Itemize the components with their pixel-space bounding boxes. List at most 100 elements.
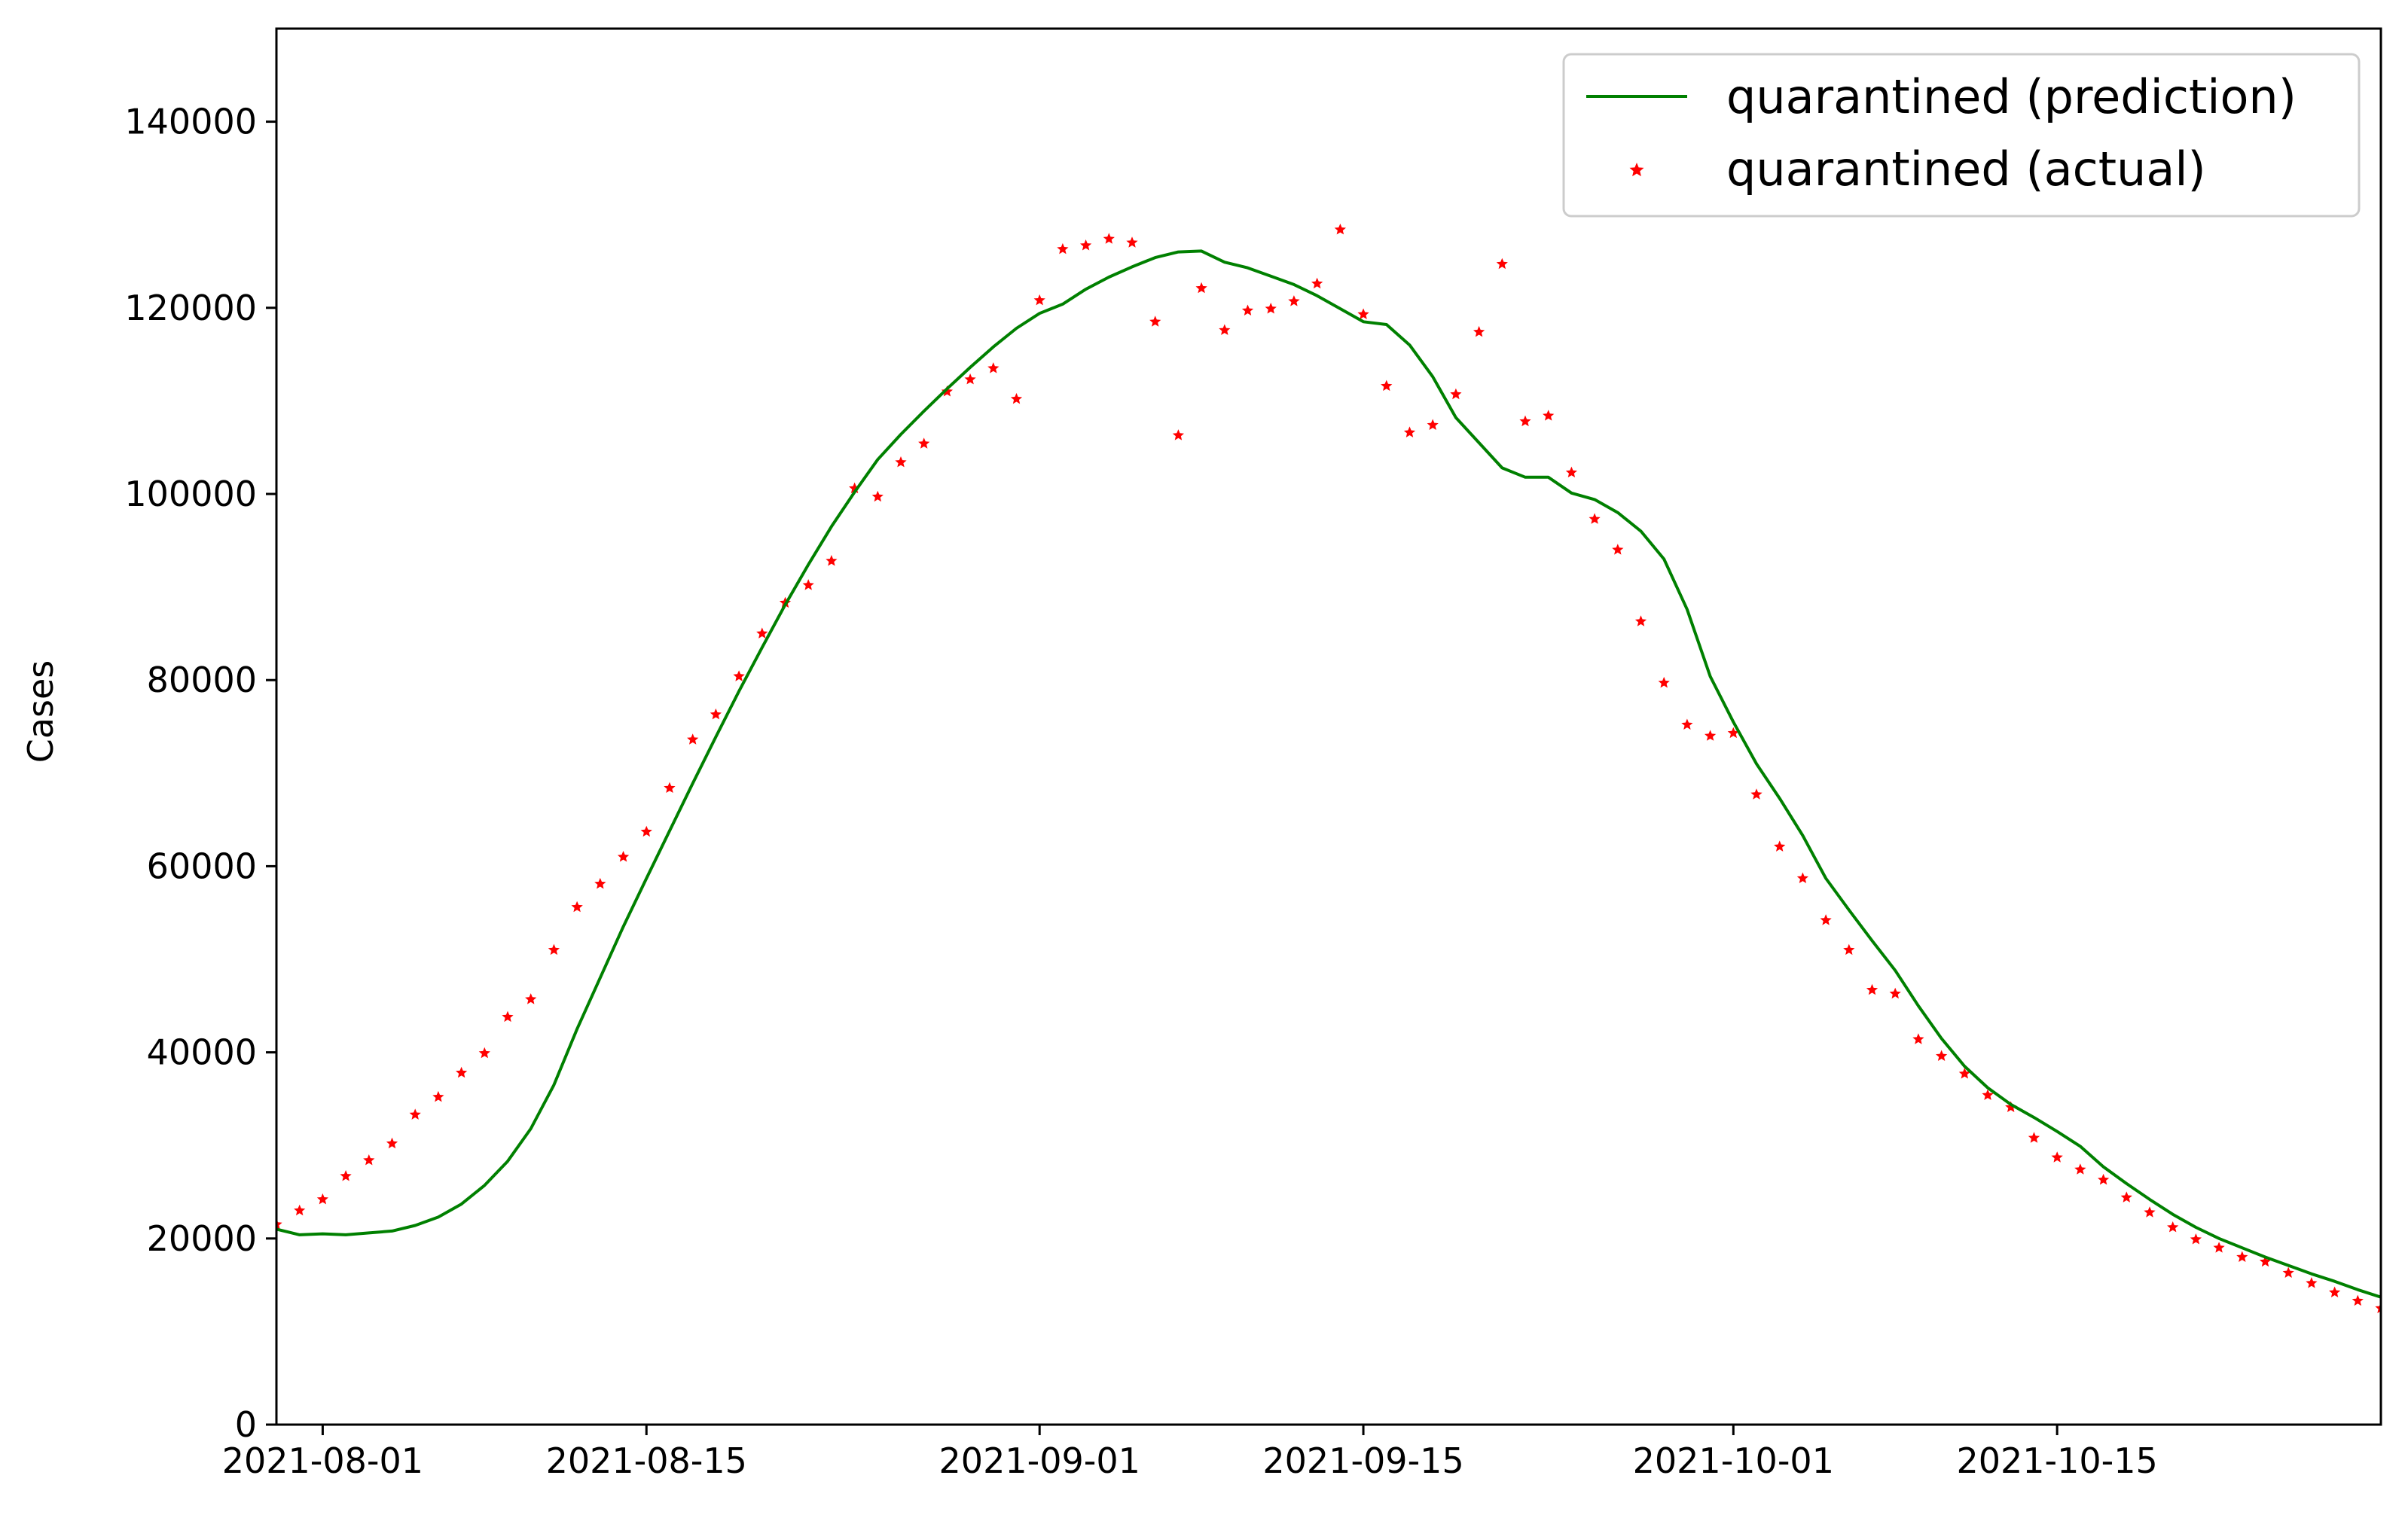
actual-point bbox=[1450, 388, 1462, 400]
actual-point bbox=[502, 1010, 514, 1023]
actual-point bbox=[2259, 1255, 2272, 1267]
actual-point bbox=[1080, 239, 1092, 251]
actual-point bbox=[2167, 1221, 2179, 1233]
actual-point bbox=[1796, 872, 1808, 883]
series-prediction-line bbox=[276, 249, 2381, 1299]
actual-point bbox=[1774, 840, 1786, 852]
actual-point bbox=[2213, 1242, 2225, 1253]
actual-point bbox=[664, 782, 676, 793]
series-actual-markers bbox=[276, 224, 2381, 1313]
actual-point bbox=[756, 627, 768, 639]
actual-point bbox=[2306, 1277, 2318, 1288]
actual-point bbox=[2098, 1173, 2110, 1185]
actual-point bbox=[640, 825, 652, 837]
actual-point bbox=[1427, 419, 1439, 430]
actual-point bbox=[1750, 788, 1763, 800]
actual-point bbox=[478, 1047, 490, 1059]
actual-point bbox=[1334, 224, 1346, 235]
legend-prediction-label: quarantined (prediction) bbox=[1726, 69, 2297, 124]
actual-point bbox=[294, 1204, 306, 1216]
x-tick-label: 2021-08-01 bbox=[222, 1440, 423, 1481]
actual-point bbox=[964, 373, 976, 385]
actual-point bbox=[1381, 379, 1393, 392]
actual-point bbox=[1843, 943, 1855, 956]
actual-point bbox=[571, 901, 583, 913]
actual-point bbox=[1357, 308, 1369, 319]
y-tick-label: 60000 bbox=[147, 846, 257, 886]
y-tick-label: 140000 bbox=[124, 102, 257, 142]
legend-box bbox=[1562, 53, 2361, 218]
actual-point bbox=[1033, 294, 1045, 306]
actual-point bbox=[594, 877, 606, 889]
actual-point bbox=[1658, 676, 1670, 688]
actual-point bbox=[617, 851, 630, 862]
actual-point bbox=[1820, 914, 1832, 925]
x-tick-label: 2021-09-15 bbox=[1262, 1440, 1463, 1481]
actual-point bbox=[1149, 315, 1161, 327]
actual-point bbox=[1958, 1068, 1970, 1079]
actual-point bbox=[1172, 429, 1184, 440]
actual-point bbox=[1727, 727, 1739, 739]
actual-point bbox=[1311, 277, 1323, 289]
actual-point bbox=[548, 943, 560, 956]
actual-point bbox=[456, 1066, 468, 1078]
actual-point bbox=[2375, 1302, 2381, 1313]
y-tick-label: 40000 bbox=[147, 1032, 257, 1073]
y-tick-label: 0 bbox=[235, 1404, 257, 1445]
actual-point bbox=[733, 670, 745, 681]
y-axis-ticks: 0 20000 40000 60000 80000 100000 120000 140000 bbox=[124, 102, 276, 1445]
actual-point bbox=[1103, 233, 1115, 244]
actual-point bbox=[1982, 1089, 1994, 1100]
actual-point bbox=[1936, 1050, 1948, 1061]
actual-point bbox=[1705, 730, 1717, 741]
actual-point bbox=[871, 490, 884, 502]
legend-actual-swatch bbox=[1629, 163, 1644, 177]
actual-point bbox=[1473, 325, 1485, 337]
actual-point bbox=[1634, 615, 1647, 626]
y-axis-label: Cases bbox=[20, 660, 61, 764]
legend: quarantined (prediction) quarantined (ac… bbox=[1562, 53, 2361, 218]
x-tick-label: 2021-09-01 bbox=[939, 1440, 1140, 1481]
legend-actual-label: quarantined (actual) bbox=[1726, 142, 2206, 197]
y-tick-label: 20000 bbox=[147, 1218, 257, 1259]
actual-point bbox=[895, 456, 907, 468]
actual-point bbox=[1612, 544, 1624, 555]
actual-point bbox=[2028, 1132, 2040, 1143]
y-tick-label: 100000 bbox=[124, 474, 257, 514]
actual-point bbox=[1565, 466, 1577, 477]
actual-point bbox=[1681, 718, 1693, 730]
actual-point bbox=[340, 1170, 352, 1181]
actual-point bbox=[987, 362, 1000, 373]
actual-point bbox=[1403, 426, 1416, 437]
actual-point bbox=[2190, 1233, 2202, 1245]
actual-point bbox=[1866, 983, 1878, 995]
actual-point bbox=[1195, 282, 1207, 294]
y-tick-label: 120000 bbox=[124, 288, 257, 328]
actual-point bbox=[1589, 513, 1601, 524]
actual-point bbox=[1889, 987, 1901, 999]
actual-point bbox=[1010, 392, 1023, 404]
actual-point bbox=[1219, 324, 1231, 335]
actual-point bbox=[525, 993, 537, 1004]
actual-point bbox=[1519, 415, 1531, 427]
actual-point bbox=[2144, 1206, 2156, 1218]
actual-point bbox=[2282, 1266, 2294, 1278]
y-tick-label: 80000 bbox=[147, 660, 257, 700]
actual-point bbox=[687, 733, 699, 745]
x-tick-label: 2021-08-15 bbox=[546, 1440, 747, 1481]
x-tick-label: 2021-10-15 bbox=[1956, 1440, 2157, 1481]
actual-point bbox=[941, 386, 953, 397]
actual-point bbox=[2051, 1151, 2063, 1163]
actual-point bbox=[1265, 303, 1277, 314]
actual-point bbox=[1057, 242, 1069, 255]
plot-area bbox=[276, 224, 2381, 1313]
actual-point bbox=[1288, 295, 1300, 306]
actual-point bbox=[409, 1108, 421, 1120]
actual-point bbox=[2352, 1294, 2364, 1306]
actual-point bbox=[1241, 304, 1254, 315]
actual-point bbox=[363, 1154, 375, 1166]
actual-point bbox=[432, 1090, 444, 1102]
actual-point bbox=[2005, 1101, 2017, 1112]
actual-point bbox=[1912, 1033, 1924, 1044]
